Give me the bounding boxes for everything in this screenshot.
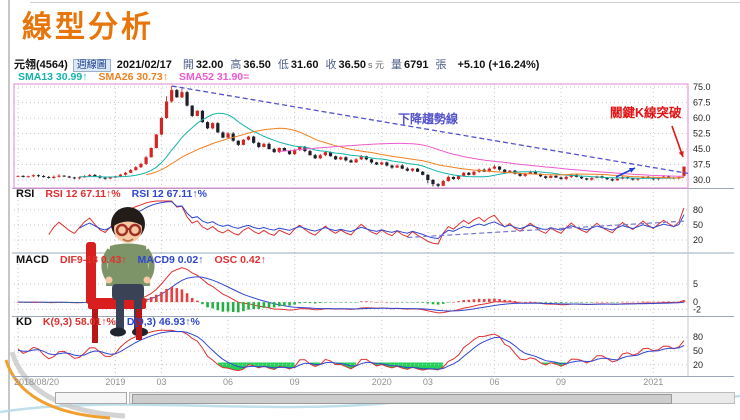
- candlesticks: [16, 85, 686, 188]
- kd-k-label: K(9,3) 58.01↑%: [42, 316, 116, 328]
- open-value: 32.00: [195, 59, 224, 71]
- rsi-legend: RSI RSI 12 67.11↑% RSI 12 67.11↑%: [16, 188, 218, 200]
- rsi-fast-label: RSI 12 67.11↑%: [45, 188, 121, 200]
- sma-legend: SMA13 30.99↑ SMA26 30.73↑ SMA52 31.90=: [18, 71, 260, 83]
- macd-dif-label: DIF9-18 0.43↑: [60, 254, 127, 266]
- svg-text:0: 0: [693, 297, 698, 307]
- sma26-label: SMA26 30.73↑: [98, 71, 168, 83]
- corner-decoration: [4, 352, 126, 420]
- svg-text:20: 20: [693, 360, 703, 370]
- volume-label: 量: [391, 59, 402, 71]
- change-value: +5.10 (+16.24%): [457, 59, 540, 71]
- open-label: 開: [182, 59, 194, 71]
- breakout-annotation: 關鍵K線突破: [610, 106, 682, 120]
- sma-lines: [79, 112, 685, 179]
- scrollbar-left-box[interactable]: [55, 392, 127, 404]
- price-tick: 52.5: [693, 129, 711, 139]
- volume-value: 6791: [404, 59, 429, 71]
- close-label: 收: [325, 59, 337, 71]
- kd-legend: KD K(9,3) 58.01↑% D(9,3) 46.93↑%: [16, 316, 211, 328]
- main-frame: [13, 83, 689, 189]
- high-label: 高: [230, 59, 242, 71]
- stock-chart-canvas[interactable]: 80502050-280502075.067.560.052.545.037.5…: [12, 70, 734, 390]
- rsi-panel-title: RSI: [16, 188, 35, 200]
- macd-panel-title: MACD: [16, 254, 49, 266]
- macd-legend: MACD DIF9-18 0.43↑ MACD9 0.02↑ OSC 0.42↑: [16, 254, 277, 266]
- trendline-annotation: 下降趨勢線: [398, 112, 459, 126]
- trendline: [171, 85, 689, 175]
- price-tick: 67.5: [693, 98, 711, 108]
- price-tick: 30.0: [693, 175, 711, 185]
- x-tick: 2021: [643, 377, 663, 387]
- page-title: 線型分析: [22, 11, 154, 44]
- price-axis-labels: 75.0 67.5 60.0 52.5 45.0 37.5 30.0: [693, 82, 711, 185]
- period-selector[interactable]: 週線圖: [72, 59, 111, 72]
- x-tick: 03: [423, 377, 433, 387]
- quote-date: 2021/02/17: [116, 59, 172, 71]
- close-value: 36.50: [338, 59, 366, 71]
- price-tick: 45.0: [693, 144, 711, 154]
- price-tick: 75.0: [693, 82, 711, 92]
- stock-symbol: 元翎(4564): [14, 59, 68, 71]
- low-label: 低: [277, 59, 289, 71]
- kd-panel-title: KD: [16, 316, 32, 328]
- scrollbar-track[interactable]: [129, 392, 735, 404]
- scrollbar-thumb[interactable]: [132, 394, 672, 404]
- svg-text:80: 80: [693, 332, 703, 342]
- x-tick: 2020: [372, 377, 392, 387]
- quote-header: 元翎(4564) 週線圖 2021/02/17 開 32.00 高 36.50 低 31.60 收…: [14, 56, 736, 72]
- svg-text:20: 20: [693, 235, 703, 245]
- sma13-label: SMA13 30.99↑: [18, 71, 88, 83]
- svg-text:5: 5: [693, 279, 698, 289]
- x-tick: 09: [556, 377, 566, 387]
- slide-top-rule: [30, 2, 740, 3]
- svg-text:80: 80: [693, 205, 703, 215]
- x-tick: 2019: [105, 377, 125, 387]
- svg-text:50: 50: [693, 346, 703, 356]
- rsi-slow-label: RSI 12 67.11↑%: [131, 188, 207, 200]
- close-suffix: s 元: [367, 60, 384, 70]
- mascot-image: [86, 207, 155, 343]
- low-value: 31.60: [290, 59, 319, 71]
- x-tick: 09: [290, 377, 300, 387]
- kd-d-label: D(9,3) 46.93↑%: [126, 316, 200, 328]
- sma52-label: SMA52 31.90=: [178, 71, 250, 83]
- price-tick: 37.5: [693, 160, 711, 170]
- mascot-chair-legs: [92, 309, 142, 343]
- momentum-arrow: [615, 167, 636, 178]
- macd-osc-label: OSC 0.42↑: [214, 254, 266, 266]
- x-tick: 03: [156, 377, 166, 387]
- svg-text:50: 50: [693, 220, 703, 230]
- x-axis-labels: 2018/08/20 2019 03 06 09 2020 03 06 09 2021: [14, 377, 663, 387]
- svg-text:-2: -2: [693, 304, 701, 314]
- x-tick: 06: [223, 377, 233, 387]
- price-tick: 60.0: [693, 113, 711, 123]
- macd-macd-label: MACD9 0.02↑: [137, 254, 204, 266]
- volume-unit: 張: [435, 59, 447, 71]
- slide-left-rule: [8, 0, 10, 420]
- high-value: 36.50: [243, 59, 271, 71]
- breakout-arrow: [671, 125, 684, 158]
- x-tick: 2018/08/20: [14, 377, 59, 387]
- x-tick: 06: [489, 377, 499, 387]
- kd-panel: 80 50 20: [14, 329, 703, 372]
